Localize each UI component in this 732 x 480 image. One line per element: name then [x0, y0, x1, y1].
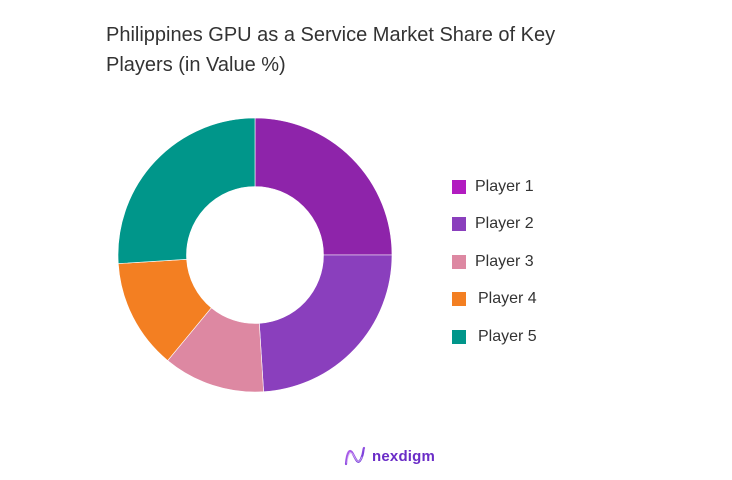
legend-item-player-5[interactable]: Player 5 [452, 318, 537, 356]
logo-text: nexdigm [372, 447, 436, 465]
legend-swatch-player-4 [452, 292, 466, 307]
donut-slice-player-1[interactable] [254, 117, 393, 256]
legend-item-player-3[interactable]: Player 3 [452, 243, 537, 281]
nexdigm-logo: nexdigm [344, 444, 435, 468]
donut-chart [110, 110, 400, 400]
legend-item-player-1[interactable]: Player 1 [452, 168, 537, 206]
legend-label: Player 5 [478, 327, 537, 345]
legend-item-player-2[interactable]: Player 2 [452, 206, 537, 244]
legend-swatch-player-5 [452, 329, 466, 344]
legend-label: Player 3 [475, 252, 534, 270]
legend-swatch-player-1 [452, 179, 466, 194]
chart-title: Philippines GPU as a Service Market Shar… [106, 20, 666, 80]
nexdigm-wave-icon [344, 446, 366, 466]
donut-slice-player-2[interactable] [258, 254, 393, 393]
donut-slice-player-5[interactable] [117, 117, 256, 264]
legend-label: Player 4 [478, 290, 537, 308]
chart-title-line-1: Philippines GPU as a Service Market Shar… [106, 24, 556, 46]
chart-title-line-2: Players (in Value %) [106, 54, 286, 76]
legend-label: Player 2 [475, 215, 534, 233]
chart-legend: Player 1 Player 2 Player 3 Player 4 Play… [452, 168, 537, 356]
legend-swatch-player-3 [452, 254, 466, 269]
legend-swatch-player-2 [452, 217, 466, 232]
legend-label: Player 1 [475, 177, 534, 195]
legend-item-player-4[interactable]: Player 4 [452, 281, 537, 319]
donut-chart-svg [117, 117, 393, 393]
